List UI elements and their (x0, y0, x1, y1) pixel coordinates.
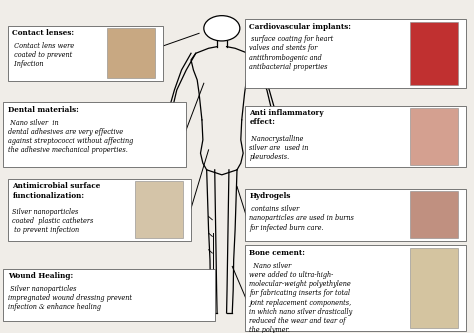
Text: Cardiovascular implants:: Cardiovascular implants: (249, 23, 351, 31)
Bar (273, 149, 284, 162)
Text: Nanocrystalline
silver are  used in
pleurodesis.: Nanocrystalline silver are used in pleur… (249, 135, 309, 161)
Text: Dental materials:: Dental materials: (8, 106, 78, 114)
Text: Hydrogels: Hydrogels (249, 192, 291, 200)
Text: Nano silver  in
dental adhesives are very effective
against streptococci without: Nano silver in dental adhesives are very… (8, 119, 133, 154)
FancyBboxPatch shape (245, 19, 466, 88)
Bar (410, 191, 458, 238)
Text: Bone cement:: Bone cement: (249, 249, 305, 257)
Bar (410, 248, 458, 328)
FancyBboxPatch shape (245, 245, 466, 331)
FancyBboxPatch shape (245, 189, 466, 241)
Text: Wound Healing:: Wound Healing: (8, 272, 73, 280)
Text: Anti inflammatory
effect:: Anti inflammatory effect: (249, 109, 324, 127)
Text: Contact lens were
 coated to prevent
 Infection: Contact lens were coated to prevent Infe… (12, 42, 74, 68)
Bar (410, 22, 458, 85)
Text: surface coating for heart
valves and stents for
antithrombogenic and
antibacteri: surface coating for heart valves and ste… (249, 35, 334, 71)
FancyBboxPatch shape (3, 102, 186, 167)
FancyBboxPatch shape (245, 106, 466, 167)
Bar (410, 108, 458, 165)
Text: Antimicrobial surface
functionalization:: Antimicrobial surface functionalization: (12, 182, 100, 200)
Text: contains silver
nanoparticles are used in burns
for infected burn care.: contains silver nanoparticles are used i… (249, 205, 354, 231)
Text: Silver nanoparticles
impregnated wound dressing prevent
infection & enhance heal: Silver nanoparticles impregnated wound d… (8, 285, 132, 311)
Bar (107, 28, 155, 78)
Bar (135, 181, 183, 238)
FancyBboxPatch shape (3, 269, 215, 321)
Text: Contact lenses:: Contact lenses: (12, 29, 74, 37)
FancyBboxPatch shape (8, 179, 191, 241)
FancyBboxPatch shape (8, 26, 163, 81)
Text: Silver nanoparticles
coated  plastic catheters
 to prevent infection: Silver nanoparticles coated plastic cath… (12, 208, 94, 234)
Circle shape (204, 16, 240, 41)
Text: Nano silver
were added to ultra-high-
molecular-weight polyethylene
for fabricat: Nano silver were added to ultra-high- mo… (249, 262, 353, 333)
